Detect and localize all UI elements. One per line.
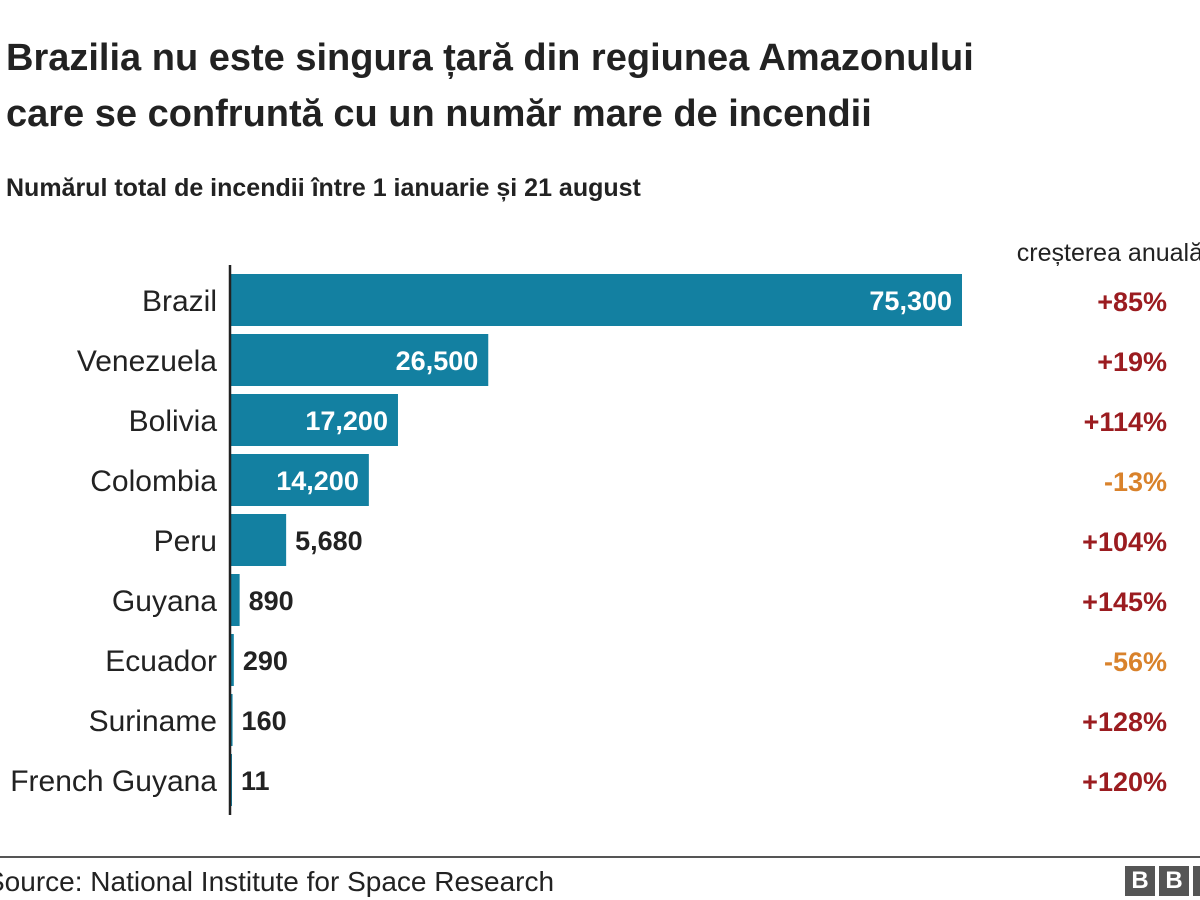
bar xyxy=(231,274,962,326)
annual-change-label: +128% xyxy=(1082,707,1167,737)
value-label: 890 xyxy=(249,586,294,616)
bar xyxy=(231,754,232,806)
footer-divider xyxy=(0,856,1200,858)
category-label: Colombia xyxy=(90,465,217,498)
bar xyxy=(231,694,233,746)
annual-change-label: -13% xyxy=(1104,467,1167,497)
category-label: Venezuela xyxy=(77,345,217,378)
change-header: creșterea anuală xyxy=(1017,239,1200,267)
annual-change-label: +114% xyxy=(1084,407,1167,437)
value-label: 290 xyxy=(243,646,288,676)
annual-change-label: +145% xyxy=(1082,587,1167,617)
source-note: Source: National Institute for Space Res… xyxy=(0,866,555,897)
bar xyxy=(231,514,287,566)
category-label: Peru xyxy=(154,525,217,558)
bar xyxy=(231,634,234,686)
chart-title: Brazilia nu este singura țară din regiun… xyxy=(6,30,974,142)
annual-change-label: -56% xyxy=(1104,647,1167,677)
annual-change-label: +120% xyxy=(1082,767,1167,797)
category-label: Ecuador xyxy=(105,645,217,678)
value-label: 160 xyxy=(242,706,287,736)
bar xyxy=(231,394,398,446)
category-label: Bolivia xyxy=(129,405,218,438)
value-label: 75,300 xyxy=(869,286,952,316)
annual-change-label: +19% xyxy=(1097,347,1167,377)
bar xyxy=(231,574,240,626)
annual-change-label: +85% xyxy=(1097,287,1167,317)
category-label: Suriname xyxy=(89,705,217,738)
category-label: Guyana xyxy=(112,585,217,618)
value-label: 5,680 xyxy=(295,526,363,556)
category-label: French Guyana xyxy=(10,765,217,798)
bbc-logo: BBC xyxy=(1125,866,1200,896)
title-line-1: Brazilia nu este singura țară din regiun… xyxy=(6,37,974,79)
title-line-2: care se confruntă cu un număr mare de in… xyxy=(6,93,872,135)
category-label: Brazil xyxy=(142,285,217,318)
bar xyxy=(231,334,489,386)
chart-subtitle: Numărul total de incendii între 1 ianuar… xyxy=(6,174,641,202)
annual-change-label: +104% xyxy=(1082,527,1167,557)
value-label: 17,200 xyxy=(305,406,388,436)
value-label: 14,200 xyxy=(276,466,359,496)
value-label: 26,500 xyxy=(396,346,479,376)
value-label: 11 xyxy=(241,766,270,796)
bar xyxy=(231,454,369,506)
